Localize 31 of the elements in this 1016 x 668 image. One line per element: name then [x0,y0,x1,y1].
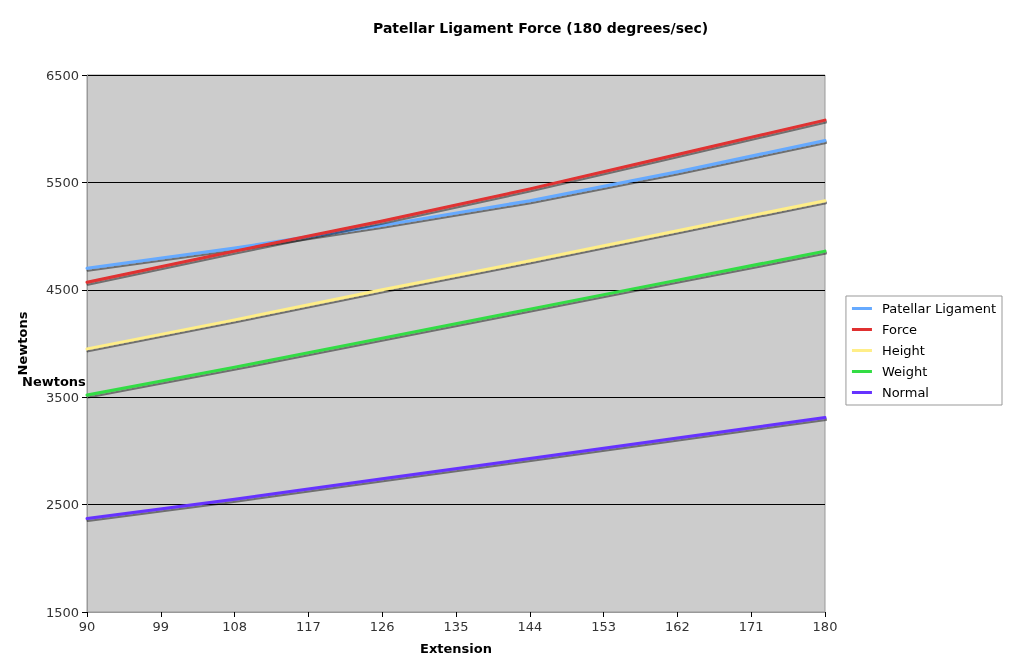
x-tick-label: 153 [591,619,617,634]
x-tick-label: 144 [517,619,543,634]
y-tick-label: 1500 [45,604,79,620]
chart-title: Patellar Ligament Force (180 degrees/sec) [373,20,709,36]
x-tick-label: 180 [812,619,838,634]
line-series [85,199,827,351]
y-tick-label: 3500 [45,389,79,405]
x-tick-label: 117 [295,619,321,634]
line-series [85,139,827,270]
x-tick-label: 108 [222,619,248,634]
y-tick-label: 2500 [45,497,79,513]
x-tick-label: 135 [443,619,469,634]
line-series [85,416,827,521]
x-tick-label: 162 [664,619,690,634]
x-tick-label: 90 [78,619,96,634]
x-tick-label: 99 [152,619,170,634]
x-tick-label: 126 [369,619,395,634]
x-tick-label: 171 [738,619,764,634]
legend-label: Patellar Ligament [881,301,997,316]
legend-label: Height [881,343,925,358]
line-series [85,249,827,397]
legend-label: Force [881,322,918,337]
x-axis-title: Extension [420,641,492,656]
legend-label: Normal [881,385,929,400]
y-tick-label: 4500 [45,282,79,298]
y-axis-title: Newtons [15,311,30,376]
y-tick-label: 5500 [45,174,79,190]
y-tick-label: 6500 [45,67,79,83]
line-series [85,118,827,284]
legend-label: Weight [881,364,928,379]
text: Newtons [22,374,87,389]
